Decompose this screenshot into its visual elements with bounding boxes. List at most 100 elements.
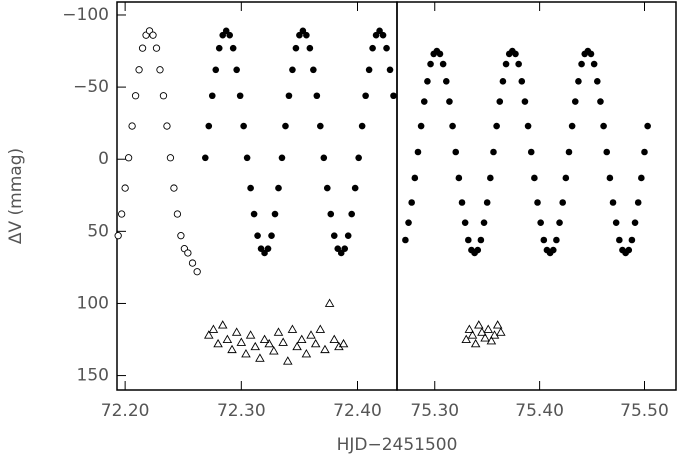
triangle-point bbox=[269, 346, 279, 355]
triangle-point bbox=[292, 341, 302, 351]
filled-point bbox=[243, 154, 251, 162]
filled-point bbox=[587, 50, 595, 58]
filled-point bbox=[487, 174, 494, 182]
x-axis-label: HJD−2451500 bbox=[337, 435, 458, 455]
filled-point bbox=[240, 122, 247, 130]
filled-point bbox=[600, 122, 607, 130]
filled-point bbox=[408, 199, 415, 206]
filled-point bbox=[275, 184, 282, 192]
filled-point bbox=[379, 31, 387, 39]
triangle-point bbox=[310, 338, 321, 348]
triangle-point bbox=[470, 338, 481, 348]
filled-point bbox=[271, 210, 279, 218]
open-point bbox=[152, 44, 161, 52]
filled-point bbox=[524, 122, 532, 130]
open-point bbox=[135, 66, 143, 74]
filled-point bbox=[597, 98, 604, 105]
filled-point bbox=[556, 219, 563, 226]
triangle-point bbox=[301, 349, 312, 358]
triangle-point bbox=[241, 349, 251, 358]
triangle-point bbox=[338, 338, 349, 348]
triangle-point bbox=[217, 320, 228, 329]
filled-point bbox=[436, 50, 444, 58]
filled-point bbox=[201, 154, 209, 162]
filled-point bbox=[250, 210, 258, 218]
filled-point bbox=[310, 66, 317, 74]
x-tick-label: 72.30 bbox=[217, 401, 266, 421]
filled-point bbox=[285, 92, 293, 100]
filled-point bbox=[402, 236, 409, 244]
filled-point bbox=[355, 154, 362, 162]
filled-point bbox=[358, 122, 366, 130]
filled-point bbox=[320, 154, 328, 162]
filled-point bbox=[424, 78, 431, 85]
filled-point bbox=[289, 66, 296, 74]
x-tick-label: 75.40 bbox=[515, 401, 564, 421]
x-tick-label: 72.40 bbox=[333, 401, 382, 421]
filled-point bbox=[348, 210, 355, 218]
open-point bbox=[193, 268, 201, 276]
filled-point bbox=[461, 219, 469, 226]
open-point bbox=[149, 31, 157, 39]
triangle-point bbox=[320, 344, 330, 354]
filled-point bbox=[233, 66, 240, 74]
filled-point bbox=[405, 219, 412, 226]
triangle-point bbox=[227, 344, 237, 354]
triangle-point bbox=[461, 334, 471, 343]
open-point bbox=[163, 122, 171, 130]
filled-point bbox=[634, 199, 642, 206]
filled-point bbox=[483, 199, 491, 206]
filled-point bbox=[420, 98, 428, 105]
filled-point bbox=[527, 148, 535, 156]
y-axis-label: ΔV (mmag) bbox=[6, 148, 26, 244]
filled-point bbox=[490, 148, 497, 156]
filled-point bbox=[502, 60, 510, 68]
open-point bbox=[173, 210, 182, 218]
triangle-point bbox=[334, 341, 344, 351]
filled-point bbox=[247, 184, 254, 192]
filled-point bbox=[205, 122, 213, 130]
triangle-point bbox=[264, 338, 274, 348]
y-tick-label: 100 bbox=[77, 293, 109, 313]
filled-point bbox=[226, 31, 233, 39]
filled-point bbox=[264, 245, 272, 252]
filled-point bbox=[480, 219, 488, 226]
triangle-point bbox=[213, 338, 223, 348]
triangle-point bbox=[324, 298, 335, 307]
filled-point bbox=[236, 92, 244, 100]
filled-point bbox=[383, 44, 390, 52]
filled-point bbox=[386, 66, 394, 74]
open-point bbox=[188, 259, 197, 267]
triangle-point bbox=[489, 330, 500, 339]
triangle-point bbox=[208, 324, 219, 333]
triangle-point bbox=[329, 334, 340, 343]
x-tick-label: 72.20 bbox=[101, 401, 150, 421]
filled-point bbox=[306, 44, 314, 52]
filled-point bbox=[540, 236, 548, 244]
filled-point bbox=[641, 148, 648, 156]
filled-point bbox=[452, 148, 460, 156]
filled-point bbox=[427, 60, 434, 68]
filled-point bbox=[518, 78, 526, 85]
filled-point bbox=[351, 184, 359, 192]
filled-point bbox=[455, 174, 463, 182]
filled-point bbox=[208, 92, 216, 100]
open-point bbox=[156, 66, 164, 74]
triangle-point bbox=[278, 337, 288, 346]
filled-point bbox=[458, 199, 466, 206]
triangle-point bbox=[474, 320, 484, 329]
filled-point bbox=[212, 66, 220, 74]
filled-point bbox=[493, 122, 500, 130]
triangle-point bbox=[236, 337, 247, 346]
open-point bbox=[131, 92, 140, 100]
filled-point bbox=[603, 148, 611, 156]
filled-point bbox=[313, 92, 321, 100]
filled-point bbox=[365, 66, 373, 74]
filled-point bbox=[229, 44, 237, 52]
left-frame bbox=[116, 1, 398, 391]
filled-point bbox=[568, 122, 576, 130]
x-tick-label: 75.30 bbox=[410, 401, 459, 421]
filled-point bbox=[268, 232, 275, 239]
filled-point bbox=[638, 174, 645, 182]
